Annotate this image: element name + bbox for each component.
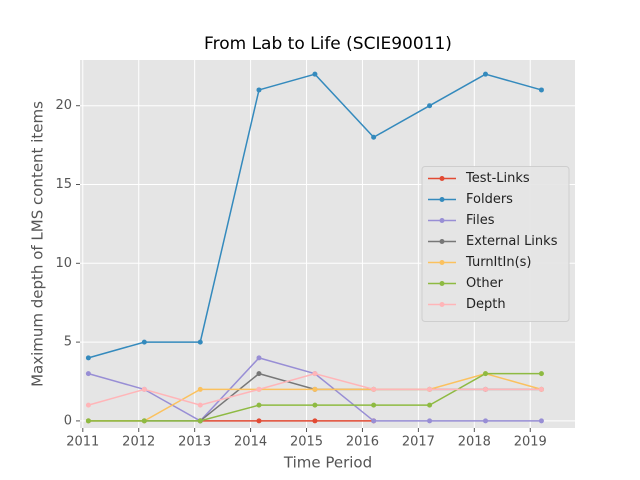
data-point	[85, 355, 91, 361]
data-point	[141, 386, 147, 392]
data-point	[427, 402, 433, 408]
data-point	[85, 371, 91, 377]
data-point	[427, 103, 433, 109]
data-point	[312, 386, 318, 392]
data-point	[312, 402, 318, 408]
x-tick-label: 2016	[346, 435, 379, 450]
x-tick-label: 2012	[122, 435, 155, 450]
y-tick-label: 10	[55, 256, 72, 271]
data-point	[371, 134, 377, 140]
data-point	[85, 418, 91, 424]
data-point	[538, 371, 544, 377]
legend-marker	[439, 197, 445, 202]
legend-marker	[439, 302, 445, 307]
y-axis-label: Maximum depth of LMS content items	[29, 101, 47, 387]
data-point	[256, 402, 262, 408]
data-point	[483, 418, 489, 424]
data-point	[371, 402, 377, 408]
x-tick-label: 2013	[178, 435, 211, 450]
data-point	[197, 339, 203, 345]
x-tick-label: 2019	[514, 435, 547, 450]
data-point	[371, 418, 377, 424]
legend-label: TurnItIn(s)	[465, 255, 531, 270]
data-point	[256, 371, 262, 377]
data-point	[85, 402, 91, 408]
data-point	[312, 371, 318, 377]
data-point	[427, 386, 433, 392]
data-point	[312, 71, 318, 77]
legend-label: External Links	[466, 234, 558, 249]
data-point	[141, 339, 147, 345]
legend-label: Depth	[466, 297, 506, 312]
data-point	[371, 386, 377, 392]
data-point	[483, 371, 489, 377]
y-tick-label: 0	[64, 413, 72, 428]
chart-title: From Lab to Life (SCIE90011)	[204, 34, 452, 54]
y-tick-label: 20	[55, 98, 72, 113]
data-point	[256, 87, 262, 93]
data-point	[538, 87, 544, 93]
legend-box	[421, 166, 570, 322]
data-point	[483, 386, 489, 392]
x-tick-label: 2017	[402, 435, 435, 450]
x-tick-label: 2015	[290, 435, 323, 450]
legend-marker	[439, 239, 445, 244]
data-point	[197, 386, 203, 392]
data-point	[256, 386, 262, 392]
data-point	[538, 418, 544, 424]
data-point	[141, 418, 147, 424]
x-axis-label: Time Period	[283, 454, 372, 472]
y-tick-label: 15	[55, 177, 72, 192]
legend-marker	[439, 218, 445, 223]
legend-label: Test-Links	[465, 171, 530, 186]
legend-label: Folders	[466, 192, 513, 207]
x-tick-label: 2011	[66, 435, 99, 450]
data-point	[197, 418, 203, 424]
data-point	[256, 418, 262, 424]
data-point	[427, 418, 433, 424]
legend-label: Other	[466, 276, 504, 291]
data-point	[197, 402, 203, 408]
legend-marker	[439, 281, 445, 286]
legend-label: Files	[466, 213, 495, 228]
y-tick-label: 5	[64, 335, 72, 350]
x-tick-label: 2018	[458, 435, 491, 450]
legend-marker	[439, 260, 445, 265]
data-point	[312, 418, 318, 424]
data-point	[483, 71, 489, 77]
x-tick-label: 2014	[234, 435, 267, 450]
data-point	[256, 355, 262, 361]
legend-marker	[439, 176, 445, 181]
data-point	[538, 386, 544, 392]
